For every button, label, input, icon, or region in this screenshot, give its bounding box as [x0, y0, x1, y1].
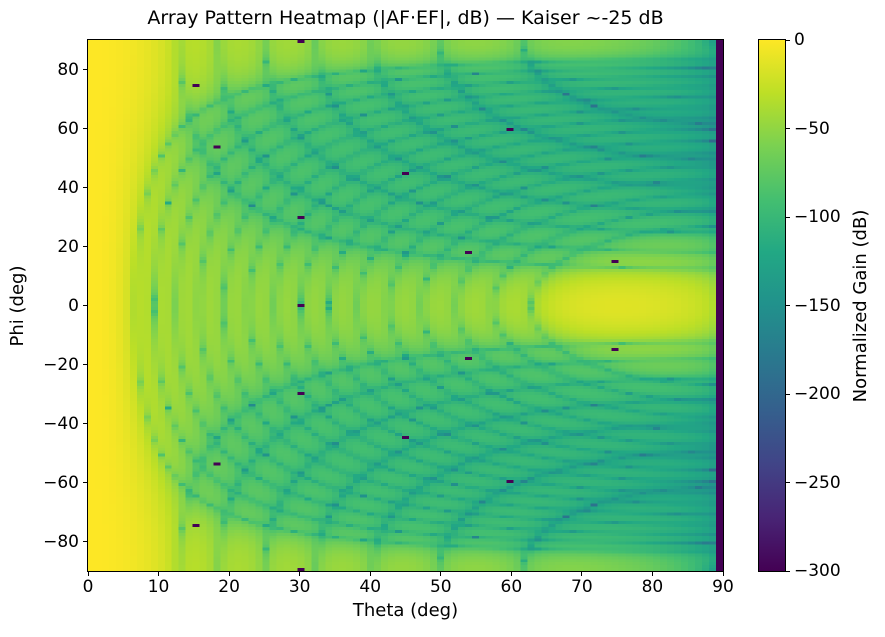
y-tick-label: 40 — [57, 177, 79, 198]
colorbar-tick-label: −250 — [794, 472, 841, 493]
y-tick-mark — [83, 423, 87, 424]
colorbar-frame — [758, 39, 786, 572]
x-tick-mark — [158, 572, 160, 576]
x-tick-mark — [228, 572, 230, 576]
x-tick-mark — [581, 572, 583, 576]
colorbar-tick-mark — [786, 570, 790, 572]
colorbar-tick-label: −100 — [794, 207, 841, 227]
colorbar-tick-mark — [786, 216, 790, 218]
colorbar-tick-mark — [786, 482, 790, 483]
x-tick-mark — [440, 572, 442, 576]
colorbar-tick-label: 0 — [794, 30, 805, 50]
y-tick-mark — [83, 364, 87, 365]
y-tick-mark — [83, 69, 87, 70]
y-tick-label: 20 — [57, 236, 79, 257]
colorbar-gradient — [759, 40, 785, 571]
x-tick-label: 80 — [641, 577, 664, 597]
x-tick-label: 70 — [571, 577, 593, 597]
colorbar-tick-mark — [786, 305, 790, 306]
x-tick-label: 90 — [712, 577, 734, 597]
x-tick-label: 0 — [82, 577, 94, 597]
y-tick-mark — [83, 128, 87, 129]
y-tick-mark — [83, 187, 87, 188]
plot-frame — [87, 39, 724, 572]
x-tick-mark — [651, 572, 653, 576]
x-tick-label: 50 — [429, 577, 452, 597]
y-tick-label: −20 — [43, 354, 79, 375]
y-tick-label: −80 — [43, 531, 79, 552]
colorbar-label: Normalized Gain (dB) — [850, 209, 871, 403]
colorbar-tick-label: −300 — [794, 561, 841, 581]
y-tick-label: −60 — [43, 472, 79, 493]
colorbar-tick-label: −200 — [794, 384, 841, 404]
x-tick-mark — [299, 572, 301, 576]
y-tick-label: 0 — [68, 295, 79, 316]
colorbar-tick-mark — [786, 39, 790, 41]
x-tick-label: 60 — [500, 577, 523, 597]
y-tick-mark — [83, 246, 87, 247]
colorbar-tick-mark — [786, 393, 790, 395]
colorbar-tick-label: −50 — [794, 118, 830, 139]
colorbar-tick-mark — [786, 128, 790, 129]
colorbar-tick-label: −150 — [794, 295, 841, 316]
x-tick-mark — [722, 572, 724, 576]
y-tick-mark — [83, 482, 87, 483]
x-axis-label: Theta (deg) — [352, 600, 459, 621]
x-tick-label: 30 — [288, 577, 311, 597]
y-axis-label: Phi (deg) — [7, 265, 28, 347]
chart-title: Array Pattern Heatmap (|AF·EF|, dB) — Ka… — [147, 7, 664, 29]
y-tick-label: 60 — [57, 118, 79, 139]
y-tick-mark — [83, 541, 87, 542]
y-tick-mark — [83, 305, 87, 306]
x-tick-label: 20 — [218, 577, 240, 597]
x-tick-label: 10 — [147, 577, 170, 597]
x-tick-mark — [369, 572, 371, 576]
y-tick-label: 80 — [57, 59, 79, 80]
y-tick-label: −40 — [43, 413, 79, 434]
heatmap-canvas — [88, 40, 723, 571]
x-tick-label: 40 — [359, 577, 382, 597]
x-tick-mark — [87, 572, 89, 576]
x-tick-mark — [510, 572, 512, 576]
